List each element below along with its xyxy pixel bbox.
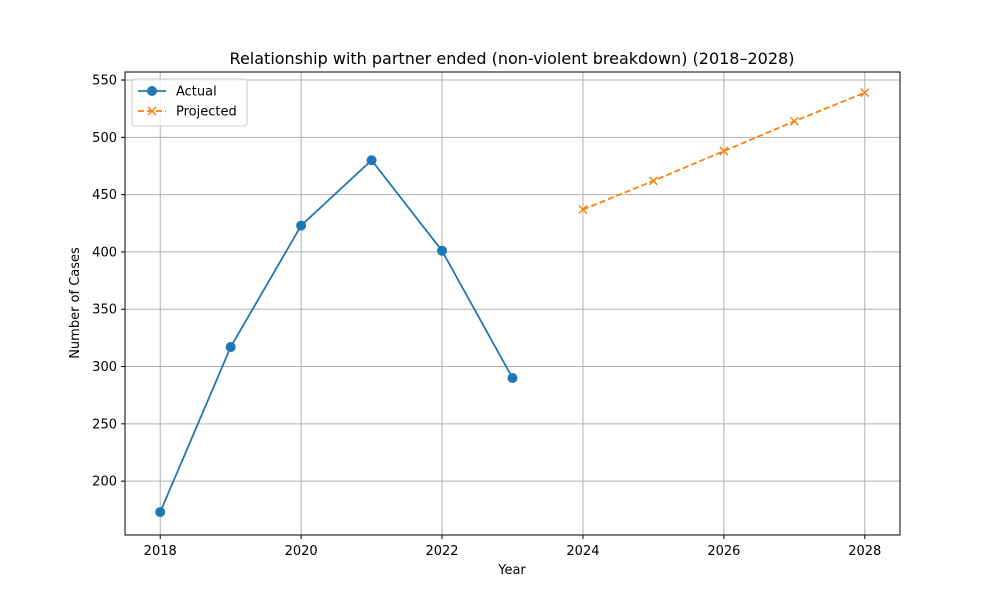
actual-series-line bbox=[159, 158, 514, 513]
actual-data-point bbox=[296, 220, 307, 231]
projected-data-point bbox=[860, 88, 870, 98]
y-tick-label: 400 bbox=[92, 245, 117, 260]
chart-title: Relationship with partner ended (non-vio… bbox=[230, 49, 795, 68]
actual-data-point bbox=[225, 342, 236, 353]
actual-data-point bbox=[366, 155, 377, 166]
actual-data-point bbox=[507, 372, 518, 383]
projected-data-point bbox=[719, 146, 729, 156]
projected-data-point-stroke bbox=[719, 146, 729, 156]
y-tick-label: 300 bbox=[92, 360, 117, 375]
y-tick-label: 550 bbox=[92, 74, 117, 89]
y-tick-label: 350 bbox=[92, 303, 117, 318]
legend-projected-label: Projected bbox=[176, 105, 237, 120]
projected-series-line bbox=[582, 91, 866, 211]
x-tick-label: 2026 bbox=[707, 544, 740, 559]
projected-data-point bbox=[648, 176, 658, 186]
legend: Actual Projected bbox=[131, 78, 248, 127]
y-tick-label: 200 bbox=[92, 475, 117, 490]
x-tick-label: 2018 bbox=[144, 544, 177, 559]
grid bbox=[125, 72, 900, 535]
projected-data-point bbox=[789, 116, 799, 126]
legend-projected-marker bbox=[147, 106, 157, 116]
x-tick-label: 2020 bbox=[285, 544, 318, 559]
projected-data-point bbox=[578, 204, 588, 215]
x-tick-label: 2028 bbox=[848, 544, 881, 559]
plot-frame bbox=[124, 71, 901, 536]
y-tick-label: 500 bbox=[92, 131, 117, 146]
legend-actual-marker bbox=[147, 86, 157, 96]
projected-data-point-stroke bbox=[648, 176, 658, 186]
ticks: 2018 2020 2022 2024 2026 2028 200 250 300 350 400 4… bbox=[92, 74, 881, 559]
legend-projected-marker-stroke bbox=[147, 106, 157, 116]
y-axis-label: Number of Cases bbox=[68, 247, 83, 359]
x-tick-label: 2024 bbox=[566, 544, 599, 559]
actual-data-point bbox=[155, 507, 166, 518]
legend-actual-label: Actual bbox=[176, 85, 217, 100]
x-tick-label: 2022 bbox=[425, 544, 458, 559]
x-axis-label: Year bbox=[497, 563, 526, 578]
projected-data-point-stroke bbox=[860, 88, 870, 98]
y-tick-label: 250 bbox=[92, 417, 117, 432]
projected-data-point-stroke bbox=[578, 204, 588, 215]
series-layer bbox=[155, 88, 870, 518]
actual-data-point bbox=[437, 245, 448, 256]
projected-data-point-stroke bbox=[789, 116, 799, 126]
y-tick-label: 450 bbox=[92, 188, 117, 203]
